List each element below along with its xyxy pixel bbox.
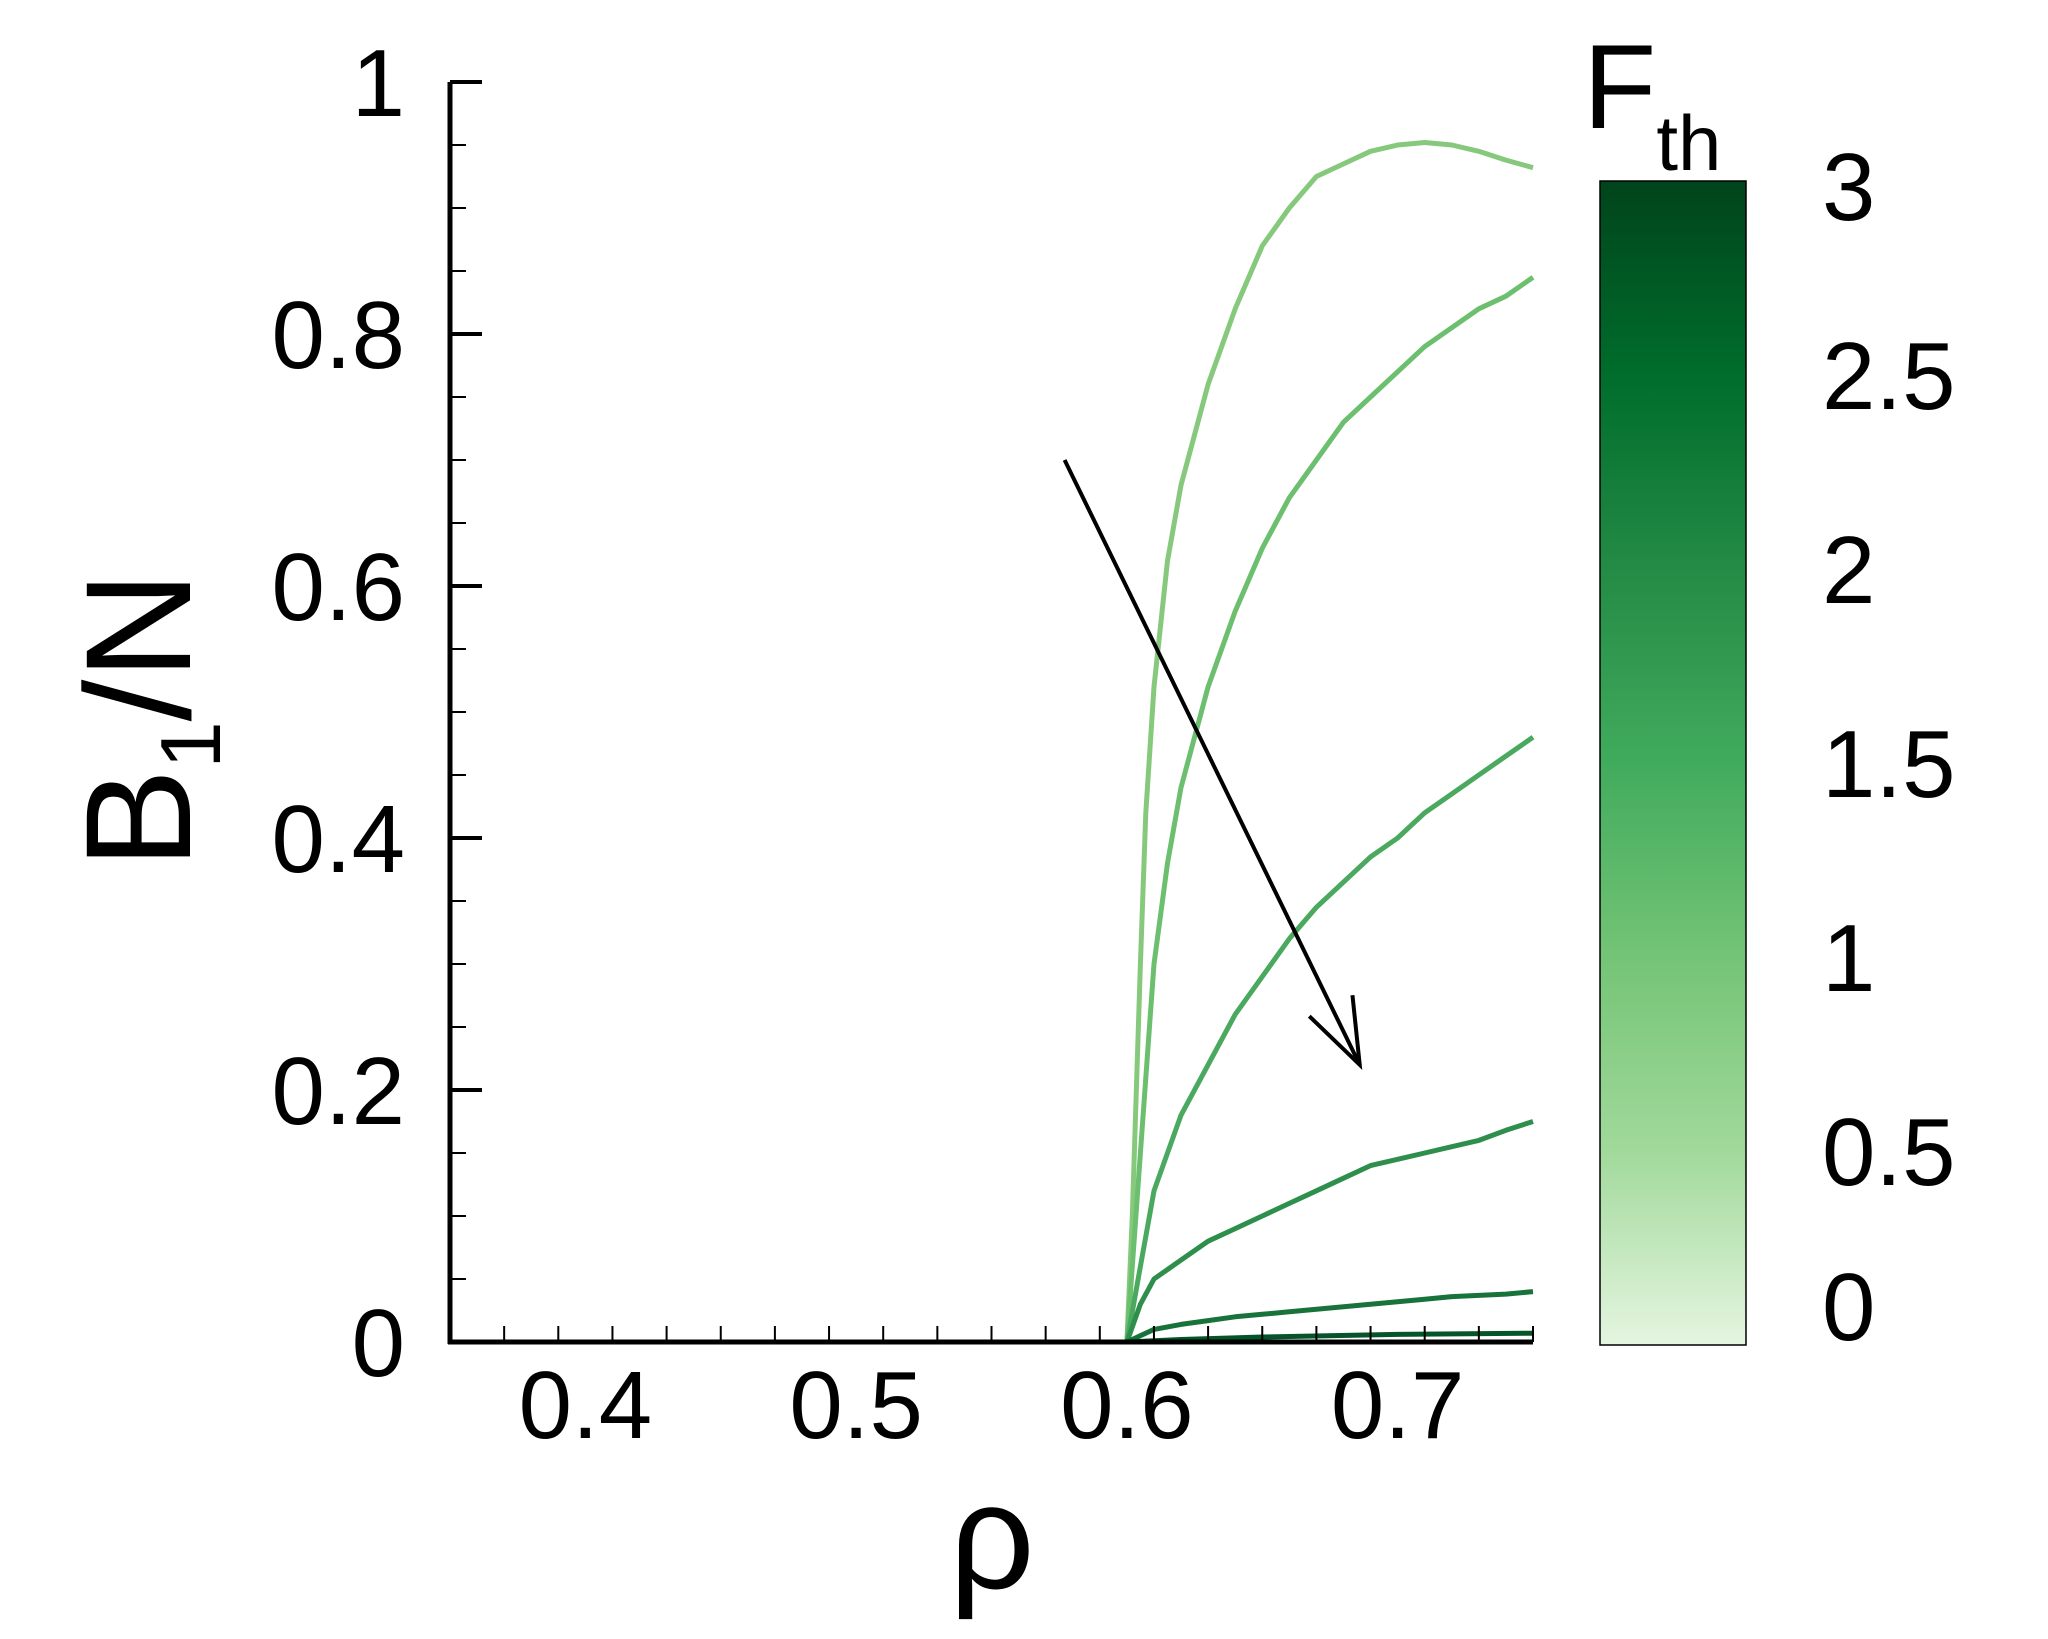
colorbar-tick-label: 3 [1822, 134, 1875, 241]
y-axis-title-rest: /N [54, 571, 222, 721]
colorbar-gradient [1599, 180, 1747, 1346]
colorbar-title-sub: th [1656, 99, 1721, 187]
series-line-2 [450, 275, 1535, 1345]
colorbar-tick-label: 0 [1822, 1254, 1875, 1361]
colorbar: Fth 0 0.5 1 1.5 2 2.5 3 [1583, 20, 1955, 1361]
colorbar-tick-label: 1.5 [1822, 711, 1955, 818]
colorbar-title-main: F [1583, 20, 1656, 154]
series-layer [450, 140, 1535, 1345]
arrow-shaft [1062, 459, 1362, 1066]
colorbar-tick-label: 2 [1822, 517, 1875, 624]
y-axis-title-sub: 1 [144, 721, 239, 768]
y-tick-label: 1 [352, 30, 405, 137]
colorbar-tick-labels: 0 0.5 1 1.5 2 2.5 3 [1822, 134, 1955, 1361]
colorbar-title: Fth [1583, 20, 1721, 187]
x-tick-label: 0.7 [1331, 1352, 1464, 1459]
x-ticks [449, 1326, 1534, 1342]
y-ticks [450, 80, 482, 1344]
series-line-1 [450, 140, 1534, 1345]
x-tick-label: 0.5 [789, 1352, 922, 1459]
colorbar-tick-label: 2.5 [1822, 323, 1955, 430]
y-tick-label: 0.4 [272, 786, 405, 893]
colorbar-tick-label: 0.5 [1822, 1099, 1955, 1206]
increase-arrow [1062, 459, 1363, 1071]
axes [447, 82, 1533, 1345]
y-tick-label: 0.6 [272, 534, 405, 641]
y-tick-label: 0 [352, 1290, 405, 1397]
y-tick-labels: 0 0.2 0.4 0.6 0.8 1 [272, 30, 405, 1397]
y-tick-label: 0.8 [272, 282, 405, 389]
colorbar-tick-label: 1 [1822, 905, 1875, 1012]
y-axis-title: B1/N [54, 571, 239, 868]
x-tick-label: 0.4 [519, 1352, 652, 1459]
series-line-4 [450, 1119, 1534, 1345]
y-axis-title-main: B [54, 769, 222, 869]
series-line-3 [450, 735, 1535, 1345]
x-axis-title: ρ [949, 1452, 1034, 1620]
series-line-5 [450, 1289, 1534, 1345]
y-tick-label: 0.2 [272, 1038, 405, 1145]
arrow-head [1307, 994, 1363, 1071]
x-tick-label: 0.6 [1060, 1352, 1193, 1459]
x-tick-labels: 0.4 0.5 0.6 0.7 [519, 1352, 1465, 1459]
